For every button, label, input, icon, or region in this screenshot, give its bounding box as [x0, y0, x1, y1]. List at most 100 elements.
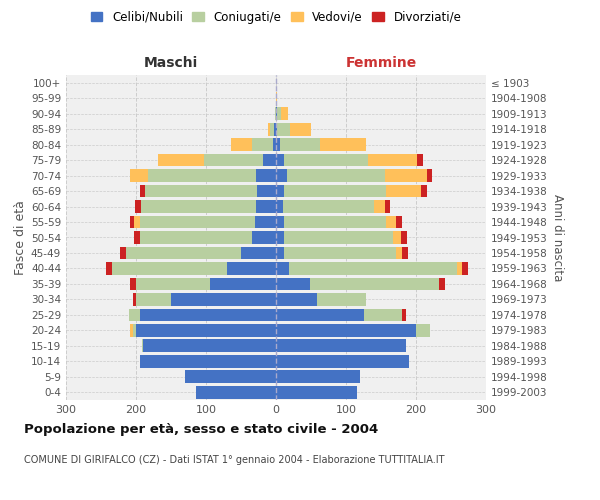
Bar: [284, 246, 397, 260]
Bar: [283, 200, 374, 213]
Bar: [276, 278, 310, 290]
Bar: [284, 154, 368, 166]
Bar: [130, 278, 136, 290]
Bar: [284, 184, 386, 198]
Bar: [276, 308, 364, 321]
Bar: [171, 293, 276, 306]
Bar: [204, 154, 263, 166]
Bar: [274, 123, 276, 136]
Bar: [148, 169, 256, 182]
Bar: [320, 138, 365, 151]
Bar: [374, 200, 385, 213]
Bar: [276, 92, 277, 104]
Bar: [256, 169, 276, 182]
Bar: [416, 324, 430, 336]
Text: Maschi: Maschi: [144, 56, 198, 70]
Bar: [284, 231, 393, 244]
Legend: Celibi/Nubili, Coniugati/e, Vedovi/e, Divorziati/e: Celibi/Nubili, Coniugati/e, Vedovi/e, Di…: [86, 6, 466, 28]
Bar: [145, 184, 257, 198]
Bar: [134, 216, 139, 228]
Text: Popolazione per età, sesso e stato civile - 2004: Popolazione per età, sesso e stato civil…: [24, 422, 378, 436]
Bar: [276, 293, 317, 306]
Bar: [276, 355, 409, 368]
Bar: [402, 246, 407, 260]
Bar: [462, 262, 468, 275]
Bar: [276, 108, 277, 120]
Y-axis label: Anni di nascita: Anni di nascita: [551, 194, 564, 281]
Bar: [230, 138, 251, 151]
Bar: [139, 308, 276, 321]
Bar: [439, 278, 445, 290]
Bar: [133, 324, 136, 336]
Bar: [134, 231, 139, 244]
Bar: [125, 246, 241, 260]
Bar: [276, 216, 284, 228]
Bar: [130, 324, 133, 336]
Bar: [130, 169, 148, 182]
Bar: [120, 246, 125, 260]
Bar: [256, 200, 276, 213]
Bar: [290, 123, 311, 136]
Bar: [276, 200, 283, 213]
Bar: [185, 370, 276, 383]
Bar: [158, 154, 204, 166]
Bar: [255, 216, 276, 228]
Bar: [276, 169, 287, 182]
Bar: [139, 231, 251, 244]
Bar: [227, 262, 276, 275]
Bar: [287, 169, 385, 182]
Bar: [130, 216, 134, 228]
Text: COMUNE DI GIRIFALCO (CZ) - Dati ISTAT 1° gennaio 2004 - Elaborazione TUTTITALIA.: COMUNE DI GIRIFALCO (CZ) - Dati ISTAT 1°…: [24, 455, 445, 465]
Bar: [268, 123, 271, 136]
Bar: [317, 293, 365, 306]
Bar: [284, 216, 386, 228]
Bar: [112, 262, 227, 275]
Bar: [427, 169, 432, 182]
Bar: [276, 138, 280, 151]
Bar: [143, 340, 276, 352]
Bar: [418, 154, 423, 166]
Bar: [368, 154, 418, 166]
Bar: [141, 200, 256, 213]
Bar: [133, 293, 136, 306]
Bar: [139, 216, 255, 228]
Bar: [106, 262, 112, 275]
Bar: [386, 184, 421, 198]
Bar: [263, 154, 276, 166]
Bar: [276, 123, 277, 136]
Bar: [139, 184, 145, 198]
Bar: [277, 108, 281, 120]
Bar: [276, 231, 284, 244]
Bar: [281, 108, 288, 120]
Bar: [289, 262, 457, 275]
Bar: [276, 246, 284, 260]
Bar: [251, 231, 276, 244]
Bar: [393, 231, 401, 244]
Bar: [276, 324, 416, 336]
Bar: [397, 246, 402, 260]
Bar: [364, 308, 402, 321]
Bar: [251, 138, 272, 151]
Bar: [457, 262, 462, 275]
Bar: [310, 278, 439, 290]
Y-axis label: Fasce di età: Fasce di età: [14, 200, 27, 275]
Bar: [241, 246, 276, 260]
Bar: [276, 262, 289, 275]
Bar: [385, 200, 390, 213]
Bar: [139, 355, 276, 368]
Bar: [386, 216, 397, 228]
Bar: [276, 184, 284, 198]
Bar: [142, 340, 143, 352]
Bar: [402, 308, 406, 321]
Bar: [129, 308, 139, 321]
Bar: [277, 123, 290, 136]
Bar: [421, 184, 427, 198]
Bar: [280, 138, 320, 151]
Bar: [209, 278, 276, 290]
Bar: [397, 216, 402, 228]
Bar: [136, 200, 141, 213]
Bar: [276, 340, 406, 352]
Text: Femmine: Femmine: [346, 56, 416, 70]
Bar: [276, 154, 284, 166]
Bar: [271, 123, 274, 136]
